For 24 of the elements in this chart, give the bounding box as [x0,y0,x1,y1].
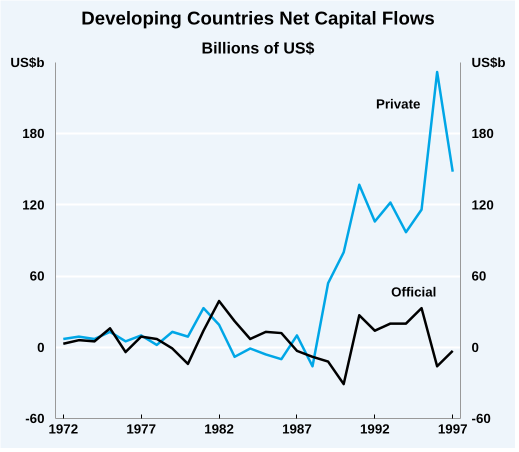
series-label: Private [376,96,420,112]
y-axis-title: US$b [10,55,45,70]
y2-tick-label: 120 [472,197,494,212]
x-tick-label: 1992 [360,422,390,436]
y-tick-label: 60 [30,268,45,284]
x-tick-label: 1997 [438,422,468,436]
y2-tick-label: 180 [472,126,494,142]
y-tick-label: 180 [22,126,45,142]
x-tick-label: 1977 [126,422,156,436]
y2-axis-title: US$b [472,55,506,70]
x-tick-label: 1982 [204,422,234,436]
chart-subtitle: Billions of US$ [202,40,315,58]
y-tick-label: -60 [25,411,44,426]
y2-tick-label: 0 [472,340,479,355]
y-tick-label: 120 [22,197,45,212]
series-label: Official [391,284,436,300]
y2-tick-label: -60 [472,411,491,426]
x-tick-label: 1987 [282,422,312,436]
y-tick-label: 0 [37,340,45,355]
y2-tick-label: 60 [472,268,486,284]
line-series [62,300,454,386]
chart-title: Developing Countries Net Capital Flows [81,8,435,28]
line-series [62,70,454,368]
x-tick-label: 1972 [48,422,78,436]
